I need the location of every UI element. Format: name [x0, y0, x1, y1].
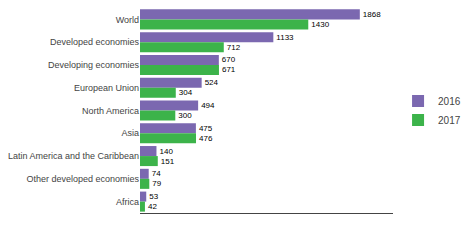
svg-text:712: 712: [227, 43, 241, 52]
svg-text:494: 494: [201, 101, 215, 110]
svg-text:671: 671: [222, 65, 236, 74]
svg-text:1133: 1133: [276, 33, 294, 42]
svg-text:Latin America and the Caribbea: Latin America and the Caribbean: [8, 151, 139, 161]
svg-text:300: 300: [178, 111, 192, 120]
svg-text:1430: 1430: [311, 20, 329, 29]
svg-text:1868: 1868: [363, 10, 381, 19]
svg-text:World: World: [116, 15, 139, 25]
svg-text:670: 670: [222, 55, 236, 64]
svg-text:Other developed economies: Other developed economies: [26, 174, 139, 184]
svg-text:524: 524: [205, 78, 219, 87]
svg-text:476: 476: [199, 134, 213, 143]
svg-text:Africa: Africa: [116, 197, 139, 207]
svg-text:European Union: European Union: [74, 83, 139, 93]
svg-text:Asia: Asia: [121, 128, 139, 138]
svg-text:53: 53: [149, 192, 158, 201]
svg-text:304: 304: [179, 88, 193, 97]
svg-text:475: 475: [199, 124, 213, 133]
svg-text:2017: 2017: [438, 115, 461, 126]
svg-text:79: 79: [152, 179, 161, 188]
svg-text:42: 42: [148, 202, 157, 211]
svg-text:North America: North America: [82, 106, 139, 116]
svg-text:151: 151: [161, 157, 175, 166]
svg-text:74: 74: [152, 169, 161, 178]
svg-text:Developing economies: Developing economies: [48, 60, 140, 70]
svg-text:Developed economies: Developed economies: [50, 37, 140, 47]
svg-text:140: 140: [159, 147, 173, 156]
svg-text:2016: 2016: [438, 96, 461, 107]
